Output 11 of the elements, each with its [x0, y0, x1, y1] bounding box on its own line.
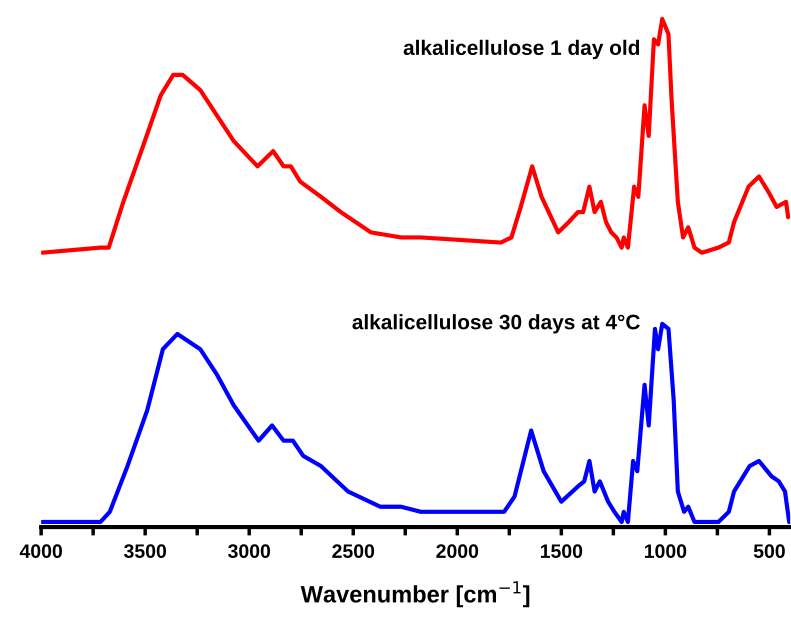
series-label: alkalicellulose 1 day old — [404, 40, 640, 60]
series-label: alkalicellulose 30 days at 4°C — [352, 314, 640, 334]
x-tick-label: 4000 — [20, 544, 62, 558]
x-tick-label: 500 — [754, 544, 785, 558]
x-axis-title: Wavenumber [cm$^{−1}$] — [300, 581, 530, 608]
x-tick-label: 3500 — [124, 544, 166, 558]
x-tick-label: 2000 — [436, 544, 478, 558]
x-tick-label: 1000 — [644, 544, 686, 558]
x-tick-label: 3000 — [228, 544, 270, 558]
x-tick-label: 2500 — [332, 544, 374, 558]
x-tick-label: 1500 — [540, 544, 582, 558]
